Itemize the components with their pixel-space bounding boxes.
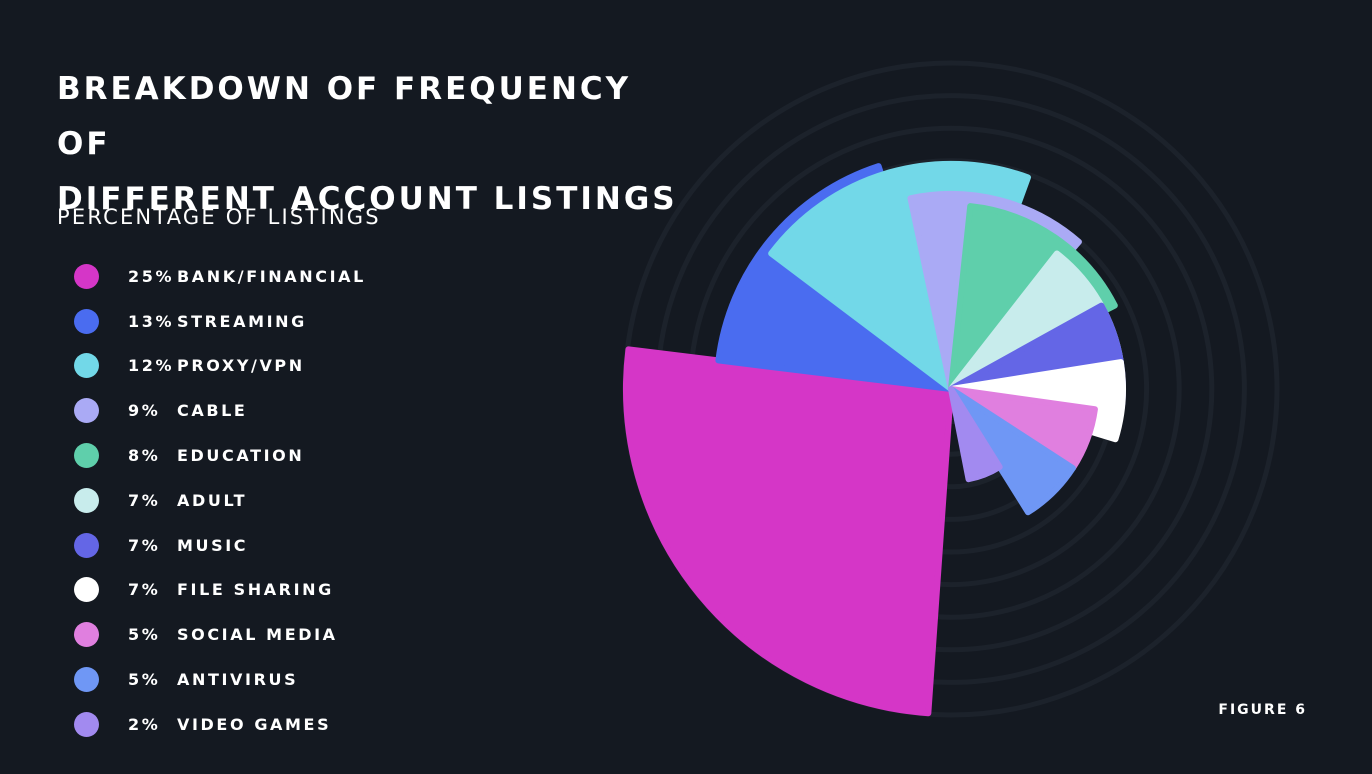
wedge-antivirus (948, 386, 1076, 516)
legend: 25% BANK/FINANCIAL 13% STREAMING 12% PROXY/VP… (74, 254, 366, 747)
legend-item-proxy-vpn: 12% PROXY/VPN (74, 344, 366, 389)
legend-label: BANK/FINANCIAL (177, 266, 366, 286)
legend-value: 5% (128, 670, 161, 690)
legend-label: MUSIC (177, 535, 249, 555)
legend-label: STREAMING (177, 311, 307, 331)
wedge-bank-financial (623, 346, 954, 717)
legend-item-streaming: 13% STREAMING (74, 299, 366, 344)
legend-heading: PERCENTAGE OF LISTINGS (57, 205, 381, 229)
legend-swatch (74, 308, 99, 334)
legend-value: 12% (128, 356, 175, 376)
legend-item-social-media: 5% SOCIAL MEDIA (74, 612, 366, 657)
legend-label: EDUCATION (177, 446, 305, 466)
legend-item-video-games: 2% VIDEO GAMES (74, 702, 366, 747)
legend-swatch (74, 353, 99, 379)
legend-label: CABLE (177, 401, 248, 421)
legend-swatch (74, 622, 99, 648)
legend-item-cable: 9% CABLE (74, 388, 366, 433)
legend-item-bank-financial: 25% BANK/FINANCIAL (74, 254, 366, 299)
legend-label: PROXY/VPN (177, 356, 305, 376)
legend-swatch (74, 487, 99, 513)
legend-swatch (74, 532, 99, 558)
legend-swatch (74, 711, 99, 737)
chart-title-line-1: BREAKDOWN OF FREQUENCY OF (57, 71, 632, 162)
legend-label: VIDEO GAMES (177, 714, 332, 734)
chart-title-line-2: DIFFERENT ACCOUNT LISTINGS (57, 181, 678, 217)
legend-value: 9% (128, 401, 161, 421)
legend-value: 7% (128, 490, 161, 510)
chart-wedges (623, 160, 1126, 717)
legend-swatch (74, 577, 99, 603)
figure-label: FIGURE 6 (1218, 702, 1307, 718)
legend-swatch (74, 398, 99, 424)
legend-label: ADULT (177, 490, 248, 510)
legend-value: 2% (128, 714, 161, 734)
legend-item-antivirus: 5% ANTIVIRUS (74, 657, 366, 702)
legend-value: 7% (128, 580, 161, 600)
legend-label: FILE SHARING (177, 580, 334, 600)
legend-item-adult: 7% ADULT (74, 478, 366, 523)
legend-swatch (74, 667, 99, 693)
legend-label: ANTIVIRUS (177, 670, 299, 690)
legend-swatch (74, 263, 99, 289)
legend-swatch (74, 443, 99, 469)
legend-value: 8% (128, 446, 161, 466)
chart-title: BREAKDOWN OF FREQUENCY OF DIFFERENT ACCO… (57, 62, 697, 227)
wedge-video-games (948, 386, 1003, 483)
legend-value: 5% (128, 625, 161, 645)
legend-item-file-sharing: 7% FILE SHARING (74, 568, 366, 613)
legend-label: SOCIAL MEDIA (177, 625, 338, 645)
legend-value: 25% (128, 266, 175, 286)
legend-value: 7% (128, 535, 161, 555)
legend-value: 13% (128, 311, 175, 331)
legend-item-education: 8% EDUCATION (74, 433, 366, 478)
legend-item-music: 7% MUSIC (74, 523, 366, 568)
